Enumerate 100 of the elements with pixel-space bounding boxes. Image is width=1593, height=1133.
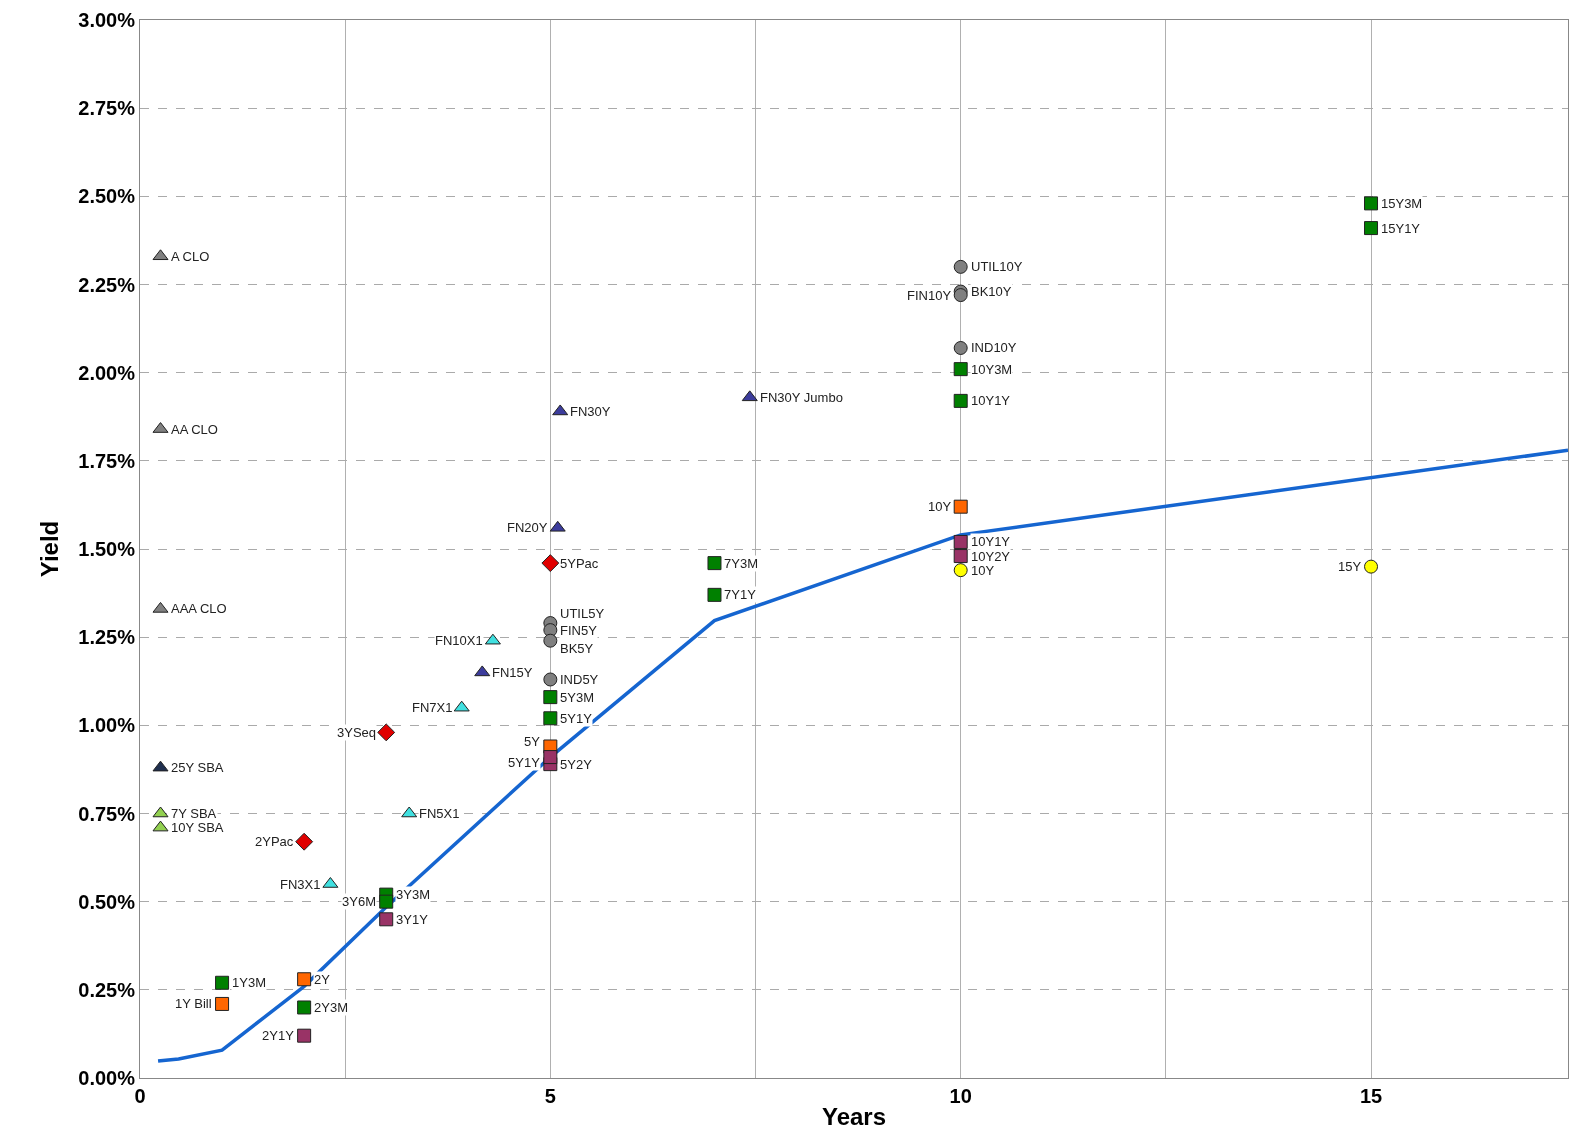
y-tick-label: 2.50% bbox=[78, 185, 136, 208]
point bbox=[543, 690, 558, 705]
annotation: FN30Y Jumbo bbox=[760, 390, 843, 405]
annotation: FN30Y bbox=[570, 404, 611, 419]
point bbox=[484, 633, 501, 645]
y-tick-label: 3.00% bbox=[78, 9, 136, 31]
annotation: FN10X1 bbox=[435, 633, 483, 648]
annotation: 2Y3M bbox=[314, 1000, 348, 1015]
point bbox=[152, 806, 169, 818]
annotation: 3Y6M bbox=[342, 894, 376, 909]
point bbox=[215, 996, 230, 1011]
annotation: UTIL5Y bbox=[560, 606, 605, 621]
point bbox=[297, 1028, 312, 1043]
point bbox=[543, 750, 558, 765]
annotation: 5Y bbox=[524, 734, 541, 749]
annotation: BK5Y bbox=[560, 641, 594, 656]
annotation: 7Y SBA bbox=[171, 806, 217, 821]
point bbox=[1364, 221, 1379, 236]
y-tick-label: 0.50% bbox=[78, 890, 136, 913]
point bbox=[152, 249, 169, 261]
annotation: 10Y1Y bbox=[971, 393, 1011, 408]
annotation: 5Y3M bbox=[560, 690, 594, 705]
annotation: A CLO bbox=[171, 249, 210, 264]
point bbox=[953, 288, 968, 303]
point bbox=[741, 390, 758, 402]
point bbox=[1364, 559, 1379, 574]
point bbox=[953, 259, 968, 274]
point bbox=[953, 499, 968, 514]
point bbox=[152, 601, 169, 613]
annotation: AAA CLO bbox=[171, 601, 227, 616]
x-tick-label: 5 bbox=[544, 1085, 556, 1107]
point bbox=[295, 832, 314, 851]
point bbox=[543, 672, 558, 687]
annotation: 10Y bbox=[971, 563, 995, 578]
annotation: 15Y1Y bbox=[1381, 221, 1421, 236]
y-tick-label: 1.00% bbox=[78, 714, 136, 737]
point bbox=[297, 1000, 312, 1015]
annotation: UTIL10Y bbox=[971, 259, 1023, 274]
annotation: AA CLO bbox=[171, 422, 218, 437]
annotation: 10Y1Y bbox=[971, 534, 1011, 549]
x-tick-label: 10 bbox=[949, 1085, 972, 1107]
y-tick-label: 2.25% bbox=[78, 273, 136, 296]
x-axis-title: Years bbox=[821, 1103, 887, 1131]
point bbox=[541, 554, 560, 573]
point bbox=[453, 700, 470, 712]
point bbox=[401, 806, 418, 818]
annotation: IND5Y bbox=[560, 672, 599, 687]
annotation: 5YPac bbox=[560, 556, 599, 571]
y-tick-label: 2.75% bbox=[78, 97, 136, 120]
line-series bbox=[156, 448, 1568, 1063]
point bbox=[379, 894, 394, 909]
annotation: 7Y3M bbox=[724, 556, 758, 571]
annotation: 10Y SBA bbox=[171, 820, 224, 835]
annotation: 2Y1Y bbox=[262, 1028, 295, 1043]
annotation: 15Y bbox=[1338, 559, 1362, 574]
point bbox=[152, 760, 169, 772]
y-tick-label: 1.75% bbox=[78, 449, 136, 472]
annotation: FIN10Y bbox=[907, 288, 952, 303]
point bbox=[707, 556, 722, 571]
point bbox=[215, 975, 230, 990]
point bbox=[549, 520, 566, 532]
point bbox=[377, 723, 396, 742]
point bbox=[543, 711, 558, 726]
annotation: FN7X1 bbox=[412, 700, 453, 715]
annotation: 5Y1Y bbox=[560, 711, 593, 726]
annotation: 3Y3M bbox=[396, 887, 430, 902]
annotation: 10Y2Y bbox=[971, 549, 1011, 564]
annotation: 15Y3M bbox=[1381, 196, 1423, 211]
point bbox=[379, 912, 394, 927]
y-axis-title: Yield bbox=[36, 520, 64, 578]
point bbox=[297, 972, 312, 987]
x-tick-label: 0 bbox=[134, 1085, 146, 1107]
annotation: FN15Y bbox=[492, 665, 533, 680]
annotation: FIN5Y bbox=[560, 623, 598, 638]
point bbox=[953, 534, 968, 549]
annotation: 25Y SBA bbox=[171, 760, 224, 775]
point bbox=[152, 820, 169, 832]
annotation: 5Y1Y bbox=[508, 755, 541, 770]
annotation: 1Y3M bbox=[232, 975, 266, 990]
point bbox=[953, 549, 968, 564]
annotation: 3Y1Y bbox=[396, 912, 429, 927]
annotation: 3YSeq bbox=[337, 725, 377, 740]
point bbox=[953, 393, 968, 408]
annotation: FN20Y bbox=[507, 520, 548, 535]
x-tick-label: 15 bbox=[1359, 1085, 1383, 1107]
annotation: 10Y bbox=[928, 499, 952, 514]
point bbox=[953, 563, 968, 578]
annotation: 2Y bbox=[314, 972, 331, 987]
point bbox=[543, 633, 558, 648]
point bbox=[552, 404, 569, 416]
point bbox=[1364, 196, 1379, 211]
annotation: BK10Y bbox=[971, 284, 1012, 299]
y-tick-label: 0.25% bbox=[78, 978, 136, 1001]
point bbox=[474, 665, 491, 677]
annotation: 10Y3M bbox=[971, 362, 1013, 377]
y-tick-label: 1.50% bbox=[78, 538, 136, 560]
annotation: 1Y Bill bbox=[175, 996, 212, 1011]
annotation: IND10Y bbox=[971, 340, 1017, 355]
point bbox=[707, 587, 722, 602]
y-tick-label: 0.75% bbox=[78, 802, 136, 825]
